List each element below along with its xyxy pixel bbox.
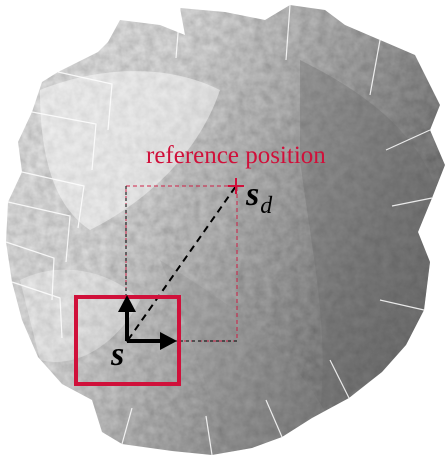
- current-state-label: s: [111, 336, 125, 373]
- trajectory-dashed-line: [127, 185, 237, 341]
- desired-state-symbol: s: [246, 176, 260, 213]
- desired-state-label: sd: [246, 176, 272, 219]
- axis-right-arrowhead: [160, 332, 177, 350]
- reference-position-label: reference position: [146, 142, 326, 169]
- axis-up-arrowhead: [118, 295, 136, 312]
- mosaic-tile-edges: [5, 4, 433, 456]
- reference-position-marker: [228, 178, 244, 194]
- desired-state-subscript: d: [260, 193, 273, 219]
- frame-axes: [118, 295, 177, 350]
